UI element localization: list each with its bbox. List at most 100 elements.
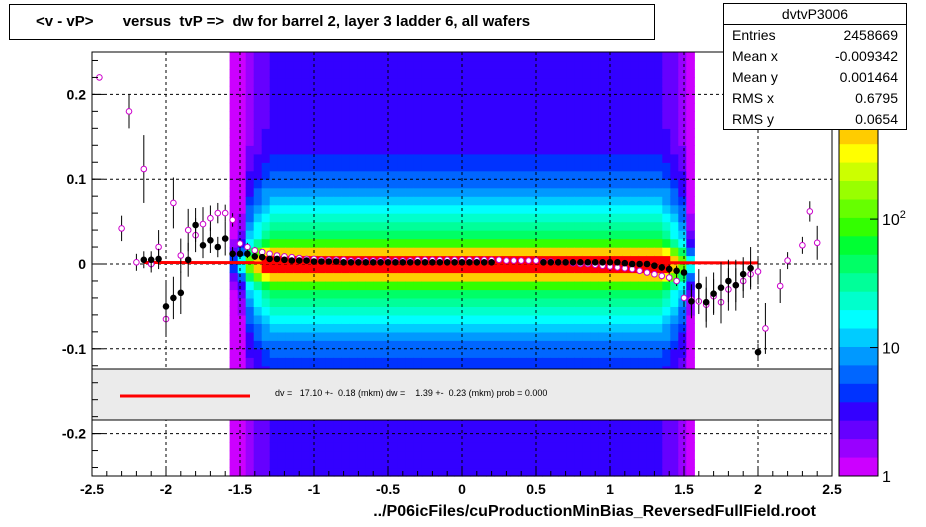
heatmap-cell <box>494 247 503 257</box>
heatmap-cell <box>349 52 359 62</box>
heatmap-cell <box>269 170 279 180</box>
heatmap-cell <box>293 323 303 333</box>
heatmap-cell <box>582 170 591 180</box>
heatmap-cell <box>622 69 631 79</box>
heatmap-cell <box>317 442 327 452</box>
heatmap-cell <box>413 230 423 240</box>
heatmap-cell <box>566 128 575 138</box>
heatmap-cell <box>365 416 375 426</box>
heatmap-cell <box>446 247 455 257</box>
heatmap-cell <box>494 314 503 324</box>
heatmap-cell <box>582 213 591 223</box>
heatmap-cell <box>381 306 391 316</box>
profile-magenta-point <box>813 239 821 247</box>
heatmap-cell <box>518 162 527 172</box>
heatmap-cell <box>269 425 279 435</box>
heatmap-cell <box>638 102 647 112</box>
heatmap-cell <box>478 60 487 70</box>
heatmap-cell <box>470 136 479 146</box>
heatmap-cell <box>486 416 495 426</box>
heatmap-cell <box>550 128 559 138</box>
heatmap-cell <box>341 204 351 214</box>
heatmap-cell <box>566 459 575 469</box>
heatmap-cell <box>494 272 503 282</box>
stats-box: dvtvP3006 Entries 2458669 Mean x -0.009342… <box>723 3 907 130</box>
heatmap-cell <box>245 433 255 443</box>
heatmap-cell <box>405 247 415 257</box>
heatmap-cell <box>373 170 383 180</box>
heatmap-cell <box>389 467 399 477</box>
heatmap-cell <box>534 196 543 206</box>
heatmap-cell <box>413 102 423 112</box>
heatmap-cell <box>678 297 687 307</box>
profile-black-point <box>540 259 547 266</box>
heatmap-cell <box>438 77 447 87</box>
profile-black-point <box>680 269 688 276</box>
heatmap-cell <box>662 433 671 443</box>
heatmap-cell <box>301 77 311 87</box>
heatmap-cell <box>421 187 431 197</box>
x-tick-label: -1 <box>308 481 321 497</box>
heatmap-cell <box>606 425 615 435</box>
heatmap-cell <box>582 196 591 206</box>
heatmap-cell <box>494 281 503 291</box>
heatmap-cell <box>309 170 319 180</box>
heatmap-cell <box>421 416 431 426</box>
heatmap-cell <box>494 179 503 189</box>
heatmap-cell <box>293 85 303 95</box>
heatmap-cell <box>638 416 647 426</box>
heatmap-cell <box>229 467 239 477</box>
heatmap-cell <box>614 323 623 333</box>
heatmap-cell <box>470 162 479 172</box>
heatmap-cell <box>502 145 511 155</box>
heatmap-cell <box>622 187 631 197</box>
heatmap-cell <box>670 272 679 282</box>
heatmap-cell <box>325 69 335 79</box>
heatmap-cell <box>349 102 359 112</box>
heatmap-cell <box>678 340 687 350</box>
heatmap-cell <box>301 170 311 180</box>
heatmap-cell <box>430 162 439 172</box>
heatmap-cell <box>678 119 687 129</box>
heatmap-cell <box>582 425 591 435</box>
heatmap-cell <box>462 433 471 443</box>
heatmap-cell <box>317 221 327 231</box>
heatmap-cell <box>638 433 647 443</box>
heatmap-cell <box>662 102 671 112</box>
heatmap-cell <box>365 425 375 435</box>
heatmap-cell <box>590 289 599 299</box>
heatmap-cell <box>325 94 335 104</box>
heatmap-cell <box>582 162 591 172</box>
heatmap-cell <box>285 357 295 367</box>
heatmap-cell <box>325 306 335 316</box>
heatmap-cell <box>654 230 663 240</box>
heatmap-cell <box>357 348 367 358</box>
heatmap-cell <box>638 230 647 240</box>
heatmap-cell <box>654 348 663 358</box>
heatmap-cell <box>518 467 527 477</box>
heatmap-cell <box>654 289 663 299</box>
heatmap-cell <box>582 433 591 443</box>
heatmap-cell <box>438 179 447 189</box>
heatmap-cell <box>365 111 375 121</box>
heatmap-cell <box>430 102 439 112</box>
heatmap-cell <box>646 111 655 121</box>
heatmap-cell <box>373 102 383 112</box>
profile-black-point <box>399 259 407 266</box>
heatmap-cell <box>598 213 607 223</box>
heatmap-cell <box>269 442 279 452</box>
heatmap-cell <box>349 179 359 189</box>
heatmap-cell <box>518 357 527 367</box>
heatmap-cell <box>590 153 599 163</box>
heatmap-cell <box>301 272 311 282</box>
heatmap-cell <box>590 247 599 257</box>
heatmap-cell <box>550 450 559 460</box>
heatmap-cell <box>566 450 575 460</box>
heatmap-cell <box>413 416 423 426</box>
heatmap-cell <box>486 306 495 316</box>
profile-black-point <box>562 259 569 266</box>
stats-label: Mean x <box>732 48 778 64</box>
heatmap-cell <box>317 136 327 146</box>
heatmap-cell <box>526 425 535 435</box>
heatmap-cell <box>590 416 599 426</box>
